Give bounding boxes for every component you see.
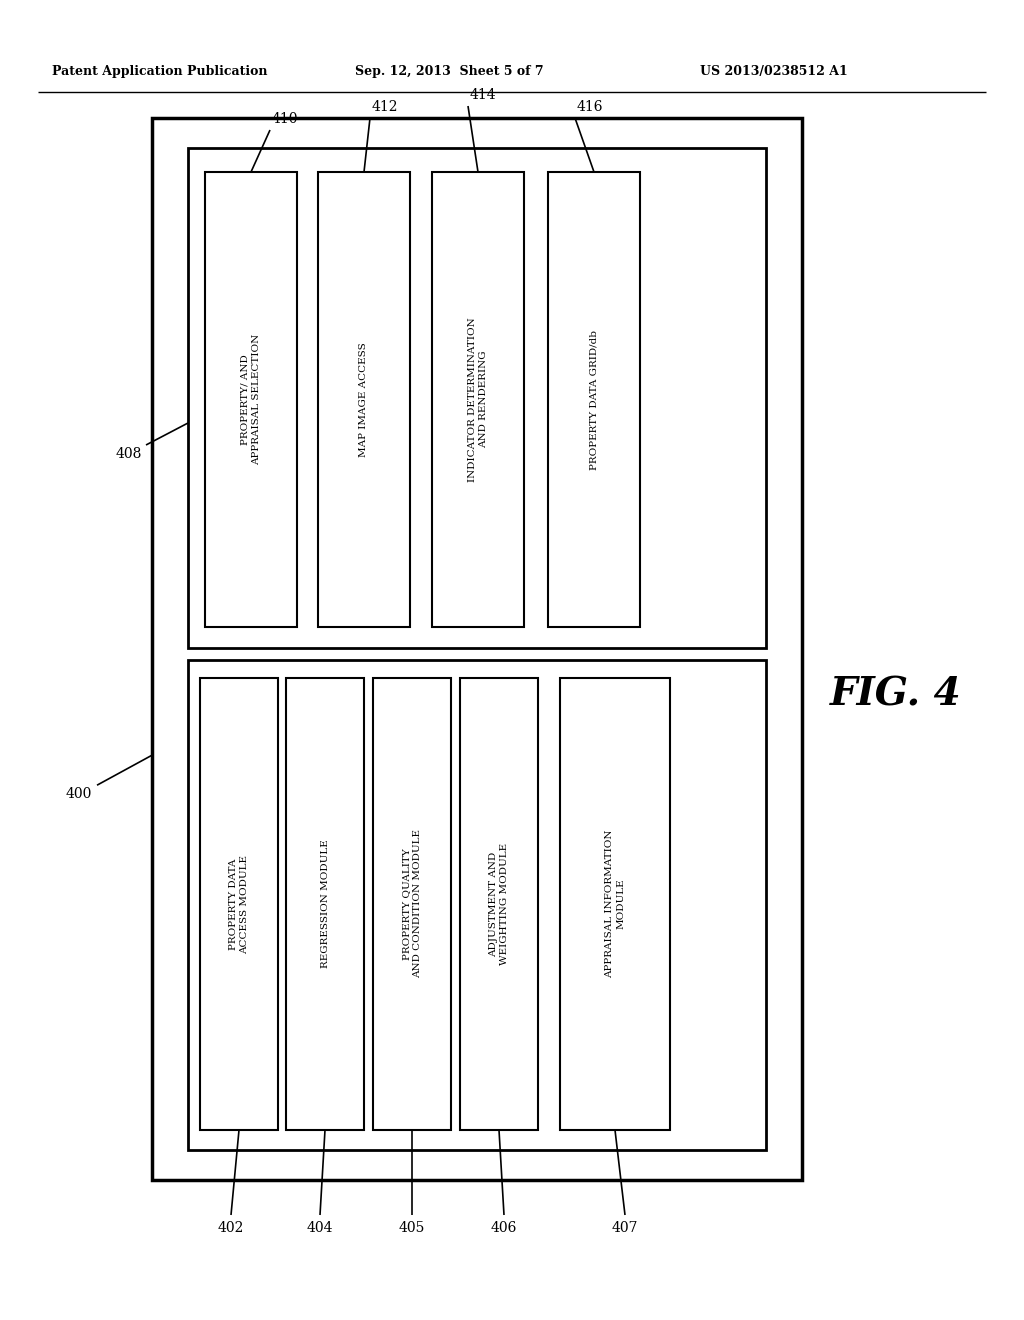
Text: US 2013/0238512 A1: US 2013/0238512 A1 xyxy=(700,66,848,78)
Text: Patent Application Publication: Patent Application Publication xyxy=(52,66,267,78)
Bar xyxy=(286,678,364,1130)
Text: 414: 414 xyxy=(470,88,497,102)
Bar xyxy=(432,172,524,627)
Text: REGRESSION MODULE: REGRESSION MODULE xyxy=(321,840,330,969)
Bar xyxy=(373,678,451,1130)
Bar xyxy=(205,172,297,627)
Bar xyxy=(560,678,670,1130)
Text: 416: 416 xyxy=(577,100,603,114)
Bar xyxy=(152,117,802,1180)
Text: 405: 405 xyxy=(398,1221,425,1236)
Text: 406: 406 xyxy=(490,1221,517,1236)
Bar xyxy=(460,678,538,1130)
Text: 407: 407 xyxy=(611,1221,638,1236)
Bar xyxy=(188,148,766,648)
Bar xyxy=(200,678,278,1130)
Text: 404: 404 xyxy=(307,1221,333,1236)
Text: INDICATOR DETERMINATION
AND RENDERING: INDICATOR DETERMINATION AND RENDERING xyxy=(468,317,488,482)
Text: 408: 408 xyxy=(116,447,142,461)
Bar xyxy=(318,172,410,627)
Text: MAP IMAGE ACCESS: MAP IMAGE ACCESS xyxy=(359,342,369,457)
Text: PROPERTY QUALITY
AND CONDITION MODULE: PROPERTY QUALITY AND CONDITION MODULE xyxy=(401,829,422,978)
Text: PROPERTY/ AND
APPRAISAL SELECTION: PROPERTY/ AND APPRAISAL SELECTION xyxy=(241,334,261,465)
Text: APPRAISAL INFORMATION
MODULE: APPRAISAL INFORMATION MODULE xyxy=(605,830,626,978)
Bar xyxy=(548,172,640,627)
Bar xyxy=(188,660,766,1150)
Text: 410: 410 xyxy=(272,112,299,125)
Text: Sep. 12, 2013  Sheet 5 of 7: Sep. 12, 2013 Sheet 5 of 7 xyxy=(355,66,544,78)
Text: PROPERTY DATA
ACCESS MODULE: PROPERTY DATA ACCESS MODULE xyxy=(228,854,249,953)
Text: 400: 400 xyxy=(66,787,92,801)
Text: ADJUSTMENT AND
WEIGHTING MODULE: ADJUSTMENT AND WEIGHTING MODULE xyxy=(488,843,509,965)
Text: FIG. 4: FIG. 4 xyxy=(830,676,962,714)
Text: PROPERTY DATA GRID/db: PROPERTY DATA GRID/db xyxy=(590,330,598,470)
Text: 412: 412 xyxy=(372,100,398,114)
Text: 402: 402 xyxy=(218,1221,244,1236)
